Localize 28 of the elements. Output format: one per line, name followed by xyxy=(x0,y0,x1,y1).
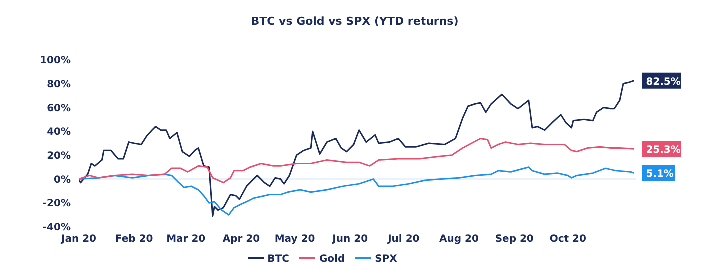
y-tick-label: -20% xyxy=(42,198,71,210)
data-label: 25.3% xyxy=(646,145,681,156)
x-tick-label: Mar 20 xyxy=(166,234,206,246)
x-tick-label: Jun 20 xyxy=(332,234,368,246)
x-tick-label: Sep 20 xyxy=(495,234,534,246)
y-tick-label: 40% xyxy=(47,127,71,138)
x-tick-label: Aug 20 xyxy=(440,234,480,246)
y-tick-label: 0% xyxy=(54,174,71,186)
y-tick-label: -40% xyxy=(42,222,71,234)
y-tick-label: 60% xyxy=(47,103,71,114)
x-tick-label: Feb 20 xyxy=(115,234,154,246)
data-label: 82.5% xyxy=(646,76,681,88)
x-tick-label: Jul 20 xyxy=(387,234,420,246)
chart-title: BTC vs Gold vs SPX (YTD returns) xyxy=(250,14,460,30)
y-tick-label: 20% xyxy=(47,150,71,162)
y-tick-label: 80% xyxy=(47,79,71,90)
y-tick-label: 100% xyxy=(40,56,71,67)
line-series xyxy=(79,80,635,218)
x-tick-label: Oct 20 xyxy=(550,234,587,246)
line-series xyxy=(79,166,635,216)
legend-label: Gold xyxy=(319,254,346,265)
data-label: 5.1% xyxy=(646,169,674,180)
x-tick-label: May 20 xyxy=(274,234,316,246)
legend-label: BTC xyxy=(268,254,290,265)
line-series xyxy=(79,138,635,184)
legend-label: SPX xyxy=(375,254,398,265)
x-tick-label: Apr 20 xyxy=(222,234,260,246)
x-tick-label: Jan 20 xyxy=(60,234,97,246)
